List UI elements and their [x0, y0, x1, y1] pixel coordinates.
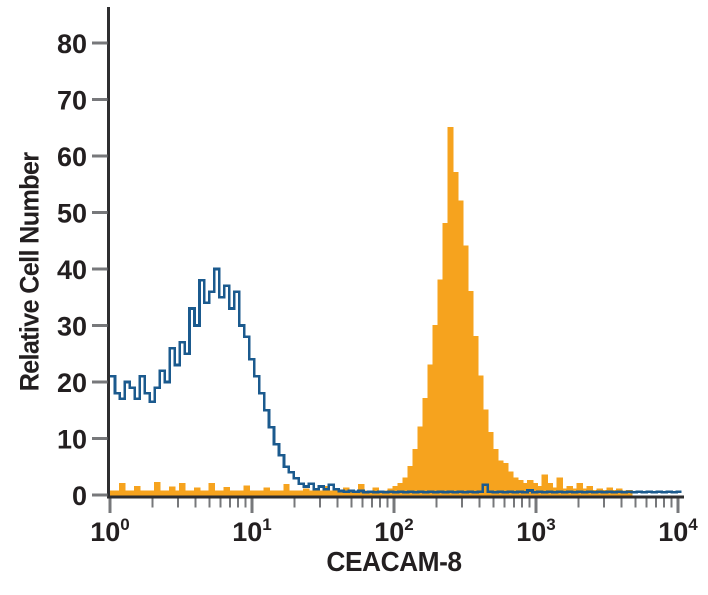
y-tick-label: 60 [57, 142, 87, 172]
y-tick-label: 50 [57, 199, 87, 229]
y-tick-label: 30 [57, 312, 87, 342]
x-axis-title: CEACAM-8 [326, 546, 462, 577]
y-tick-label: 70 [57, 86, 87, 116]
y-tick-label: 0 [72, 481, 87, 511]
y-tick-label: 80 [57, 29, 87, 59]
filled-histogram-series [109, 127, 633, 496]
y-tick-label: 40 [57, 255, 87, 285]
y-tick-label: 20 [57, 368, 87, 398]
y-axis-title: Relative Cell Number [14, 152, 45, 392]
y-tick-label: 10 [57, 425, 87, 455]
x-tick-label: 100 [90, 515, 130, 547]
x-tick-label: 103 [516, 515, 556, 547]
open-histogram-series [110, 267, 682, 494]
x-tick-label: 102 [374, 515, 414, 547]
x-tick-label: 101 [232, 515, 272, 547]
x-tick-label: 104 [658, 515, 698, 547]
